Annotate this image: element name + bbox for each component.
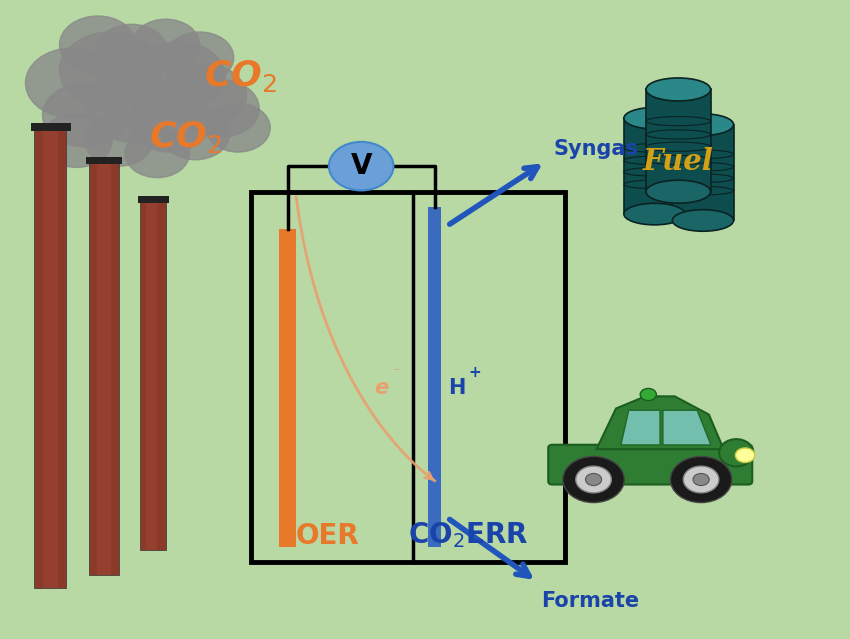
Circle shape [96, 24, 167, 78]
Circle shape [42, 83, 128, 147]
Circle shape [85, 115, 153, 166]
Ellipse shape [624, 107, 685, 129]
FancyBboxPatch shape [279, 229, 297, 548]
Circle shape [125, 129, 190, 178]
FancyBboxPatch shape [97, 160, 110, 575]
Text: Fuel: Fuel [643, 146, 714, 176]
Circle shape [206, 104, 270, 152]
Ellipse shape [719, 439, 753, 466]
FancyBboxPatch shape [646, 89, 711, 192]
FancyBboxPatch shape [34, 128, 66, 588]
FancyBboxPatch shape [428, 206, 441, 548]
Text: Formate: Formate [541, 591, 639, 611]
Circle shape [162, 109, 230, 160]
Circle shape [95, 52, 194, 127]
Circle shape [166, 32, 234, 83]
Circle shape [88, 75, 176, 142]
Circle shape [162, 64, 246, 128]
Circle shape [132, 19, 200, 70]
FancyBboxPatch shape [31, 123, 71, 131]
FancyBboxPatch shape [89, 160, 119, 575]
Ellipse shape [646, 180, 711, 203]
Circle shape [60, 16, 136, 73]
Text: OER: OER [296, 521, 360, 550]
Text: H: H [448, 378, 466, 398]
FancyBboxPatch shape [140, 198, 166, 550]
Text: CO$_2$: CO$_2$ [204, 58, 277, 95]
FancyBboxPatch shape [672, 125, 734, 220]
Polygon shape [663, 410, 711, 445]
Circle shape [132, 42, 225, 112]
Ellipse shape [672, 114, 734, 135]
Circle shape [693, 473, 709, 486]
Circle shape [563, 456, 624, 502]
Circle shape [329, 142, 394, 190]
FancyBboxPatch shape [138, 196, 169, 203]
FancyBboxPatch shape [146, 198, 157, 550]
Text: Syngas: Syngas [553, 139, 638, 158]
Circle shape [683, 466, 719, 493]
Circle shape [735, 448, 755, 463]
Ellipse shape [672, 210, 734, 231]
Circle shape [60, 32, 162, 109]
FancyBboxPatch shape [86, 157, 122, 164]
Text: V: V [350, 152, 372, 180]
Circle shape [671, 456, 732, 502]
Text: CO$_2$: CO$_2$ [149, 119, 222, 155]
Circle shape [586, 473, 602, 486]
Text: CO$_2$ERR: CO$_2$ERR [408, 520, 528, 550]
Circle shape [183, 80, 259, 137]
FancyBboxPatch shape [624, 118, 685, 214]
FancyBboxPatch shape [42, 128, 58, 588]
Circle shape [575, 466, 611, 493]
Polygon shape [620, 410, 660, 445]
Text: e: e [374, 378, 388, 398]
Circle shape [129, 91, 211, 152]
Text: ⁻: ⁻ [393, 365, 400, 380]
Ellipse shape [646, 78, 711, 101]
Circle shape [26, 48, 119, 118]
Polygon shape [597, 396, 723, 449]
Circle shape [41, 114, 112, 167]
Ellipse shape [624, 203, 685, 225]
Text: +: + [468, 365, 481, 380]
Circle shape [640, 389, 656, 401]
FancyBboxPatch shape [548, 445, 752, 484]
